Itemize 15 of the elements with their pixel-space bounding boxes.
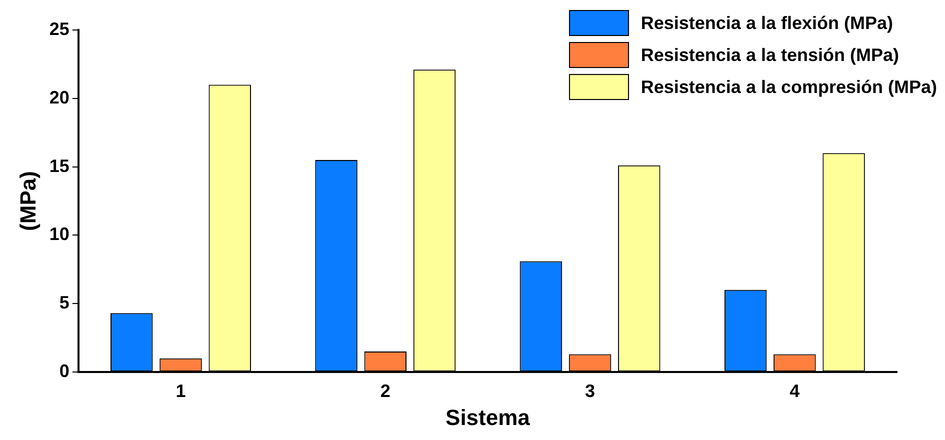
x-tick-label: 3: [585, 380, 596, 401]
y-tick-label: 0: [59, 360, 70, 381]
legend-label: Resistencia a la tensión (MPa): [640, 44, 899, 66]
y-axis-title: (MPa): [15, 171, 40, 231]
x-tick-label: 1: [176, 380, 186, 401]
legend-label: Resistencia a la compresión (MPa): [640, 76, 937, 98]
y-tick-label: 5: [59, 292, 70, 313]
x-tick-label: 2: [380, 380, 390, 401]
legend-label: Resistencia a la flexión (MPa): [640, 12, 893, 34]
x-tick-label: 4: [790, 380, 800, 401]
y-tick-label: 20: [49, 87, 70, 108]
y-tick-label: 10: [49, 224, 70, 244]
x-axis-title: Sistema: [446, 404, 531, 430]
y-tick-label: 15: [49, 156, 70, 176]
y-tick-label: 25: [49, 18, 70, 39]
